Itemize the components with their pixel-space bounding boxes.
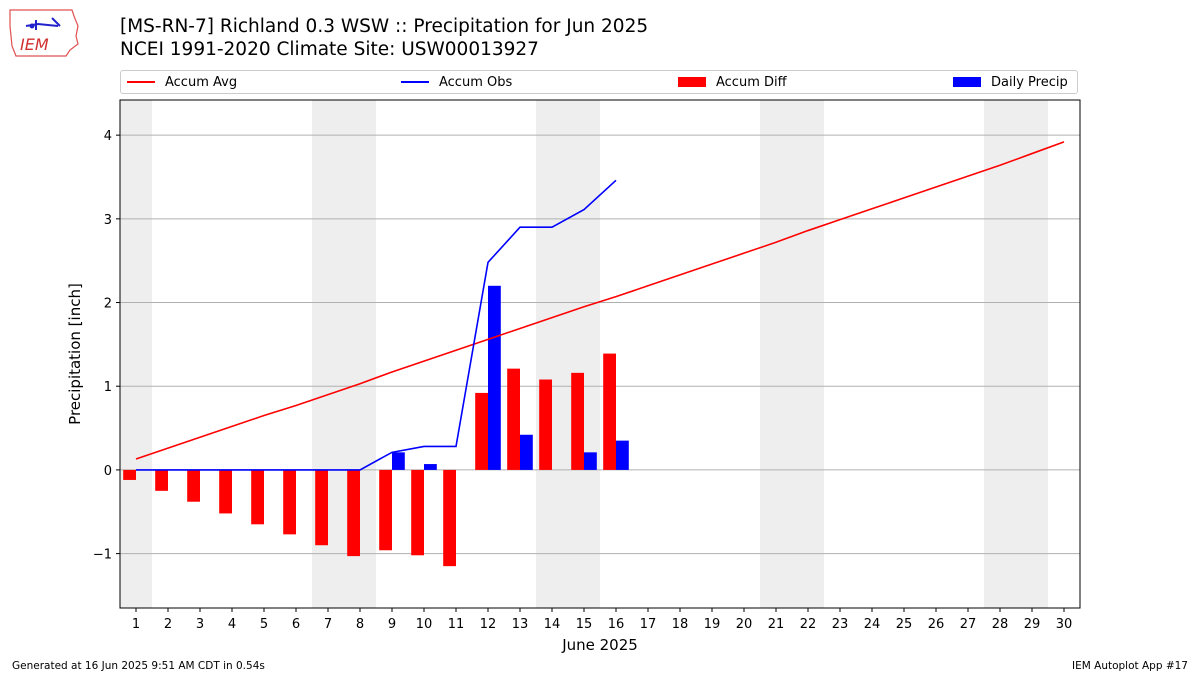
chart-subtitle: NCEI 1991-2020 Climate Site: USW00013927 <box>120 39 539 60</box>
state-outline <box>9 9 79 57</box>
bar-accum-diff <box>315 469 328 546</box>
logo-text: IEM <box>20 35 49 54</box>
legend-item-daily-precip: Daily Precip <box>953 71 1068 93</box>
x-tick-label: 28 <box>992 617 1009 632</box>
legend-label-daily-precip: Daily Precip <box>991 74 1068 90</box>
legend-swatch-accum-diff <box>678 77 706 87</box>
legend-label-accum-diff: Accum Diff <box>716 74 787 90</box>
generated-timestamp: Generated at 16 Jun 2025 9:51 AM CDT in … <box>12 660 265 672</box>
x-tick-label: 10 <box>416 617 433 632</box>
bar-daily-precip <box>616 440 629 470</box>
x-axis-label: June 2025 <box>561 636 638 654</box>
x-tick-label: 17 <box>640 617 657 632</box>
x-tick-label: 11 <box>448 617 465 632</box>
x-tick-label: 29 <box>1024 617 1041 632</box>
bar-accum-diff <box>155 469 168 491</box>
x-tick-label: 3 <box>196 617 204 632</box>
x-tick-label: 20 <box>736 617 753 632</box>
x-tick-label: 2 <box>164 617 172 632</box>
legend-swatch-accum-obs <box>401 81 429 83</box>
x-tick-label: 22 <box>800 617 817 632</box>
x-tick-label: 7 <box>324 617 332 632</box>
legend-item-accum-diff: Accum Diff <box>678 71 787 93</box>
legend-swatch-daily-precip <box>953 77 981 87</box>
legend-item-accum-avg: Accum Avg <box>127 71 237 93</box>
bar-accum-diff <box>219 469 232 514</box>
x-tick-label: 9 <box>388 617 396 632</box>
y-tick-label: 2 <box>104 297 112 312</box>
bar-daily-precip <box>488 285 501 470</box>
bar-daily-precip <box>520 434 533 470</box>
bar-accum-diff <box>603 353 616 470</box>
x-tick-label: 12 <box>480 617 497 632</box>
x-tick-label: 27 <box>960 617 977 632</box>
x-tick-label: 18 <box>672 617 689 632</box>
chart-title: [MS-RN-7] Richland 0.3 WSW :: Precipitat… <box>120 16 649 37</box>
y-axis-label: Precipitation [inch] <box>66 283 84 425</box>
plot-frame <box>119 99 1081 609</box>
line-accum-obs <box>136 179 617 471</box>
y-tick-label: 0 <box>104 464 112 479</box>
legend-label-accum-avg: Accum Avg <box>165 74 238 90</box>
legend-label-accum-obs: Accum Obs <box>439 74 513 90</box>
x-tick-label: 25 <box>896 617 913 632</box>
bar-accum-diff <box>379 469 392 551</box>
bar-accum-diff <box>411 469 424 556</box>
x-tick-label: 6 <box>292 617 300 632</box>
app-label: IEM Autoplot App #17 <box>1072 660 1188 672</box>
weekend-band <box>536 100 600 608</box>
x-tick-label: 13 <box>512 617 529 632</box>
x-tick-label: 16 <box>608 617 625 632</box>
x-tick-label: 14 <box>544 617 561 632</box>
x-tick-label: 5 <box>260 617 268 632</box>
x-tick-label: 1 <box>132 617 140 632</box>
y-tick-label: 1 <box>104 380 112 395</box>
x-tick-label: 8 <box>356 617 364 632</box>
bar-daily-precip <box>392 452 405 470</box>
line-accum-avg <box>135 141 1065 460</box>
bar-daily-precip <box>584 452 597 470</box>
x-tick-label: 19 <box>704 617 721 632</box>
bar-accum-diff <box>475 392 488 470</box>
bar-accum-diff <box>187 469 200 502</box>
y-tick-label: 4 <box>104 129 112 144</box>
iem-logo: IEM <box>9 9 79 57</box>
legend-swatch-accum-avg <box>127 81 155 83</box>
bar-accum-diff <box>283 469 296 535</box>
y-tick-label: 3 <box>104 213 112 228</box>
x-tick-label: 24 <box>864 617 881 632</box>
x-tick-label: 26 <box>928 617 945 632</box>
chart-legend: Accum Avg Accum Obs Accum Diff Daily Pre… <box>120 70 1078 94</box>
x-tick-label: 4 <box>228 617 236 632</box>
y-tick-label: −1 <box>93 548 112 563</box>
weekend-band <box>120 100 152 608</box>
bar-accum-diff <box>347 469 360 557</box>
bar-accum-diff <box>443 469 456 567</box>
bar-accum-diff <box>539 379 552 470</box>
legend-item-accum-obs: Accum Obs <box>401 71 512 93</box>
x-tick-label: 21 <box>768 617 785 632</box>
x-tick-label: 30 <box>1056 617 1073 632</box>
x-tick-label: 23 <box>832 617 849 632</box>
weekend-band <box>312 100 376 608</box>
bar-accum-diff <box>251 469 264 525</box>
x-tick-label: 15 <box>576 617 593 632</box>
bar-accum-diff <box>123 469 136 480</box>
bar-accum-diff <box>571 372 584 470</box>
weekend-band <box>984 100 1048 608</box>
weekend-band <box>760 100 824 608</box>
bar-accum-diff <box>507 368 520 470</box>
bar-daily-precip <box>424 464 437 470</box>
